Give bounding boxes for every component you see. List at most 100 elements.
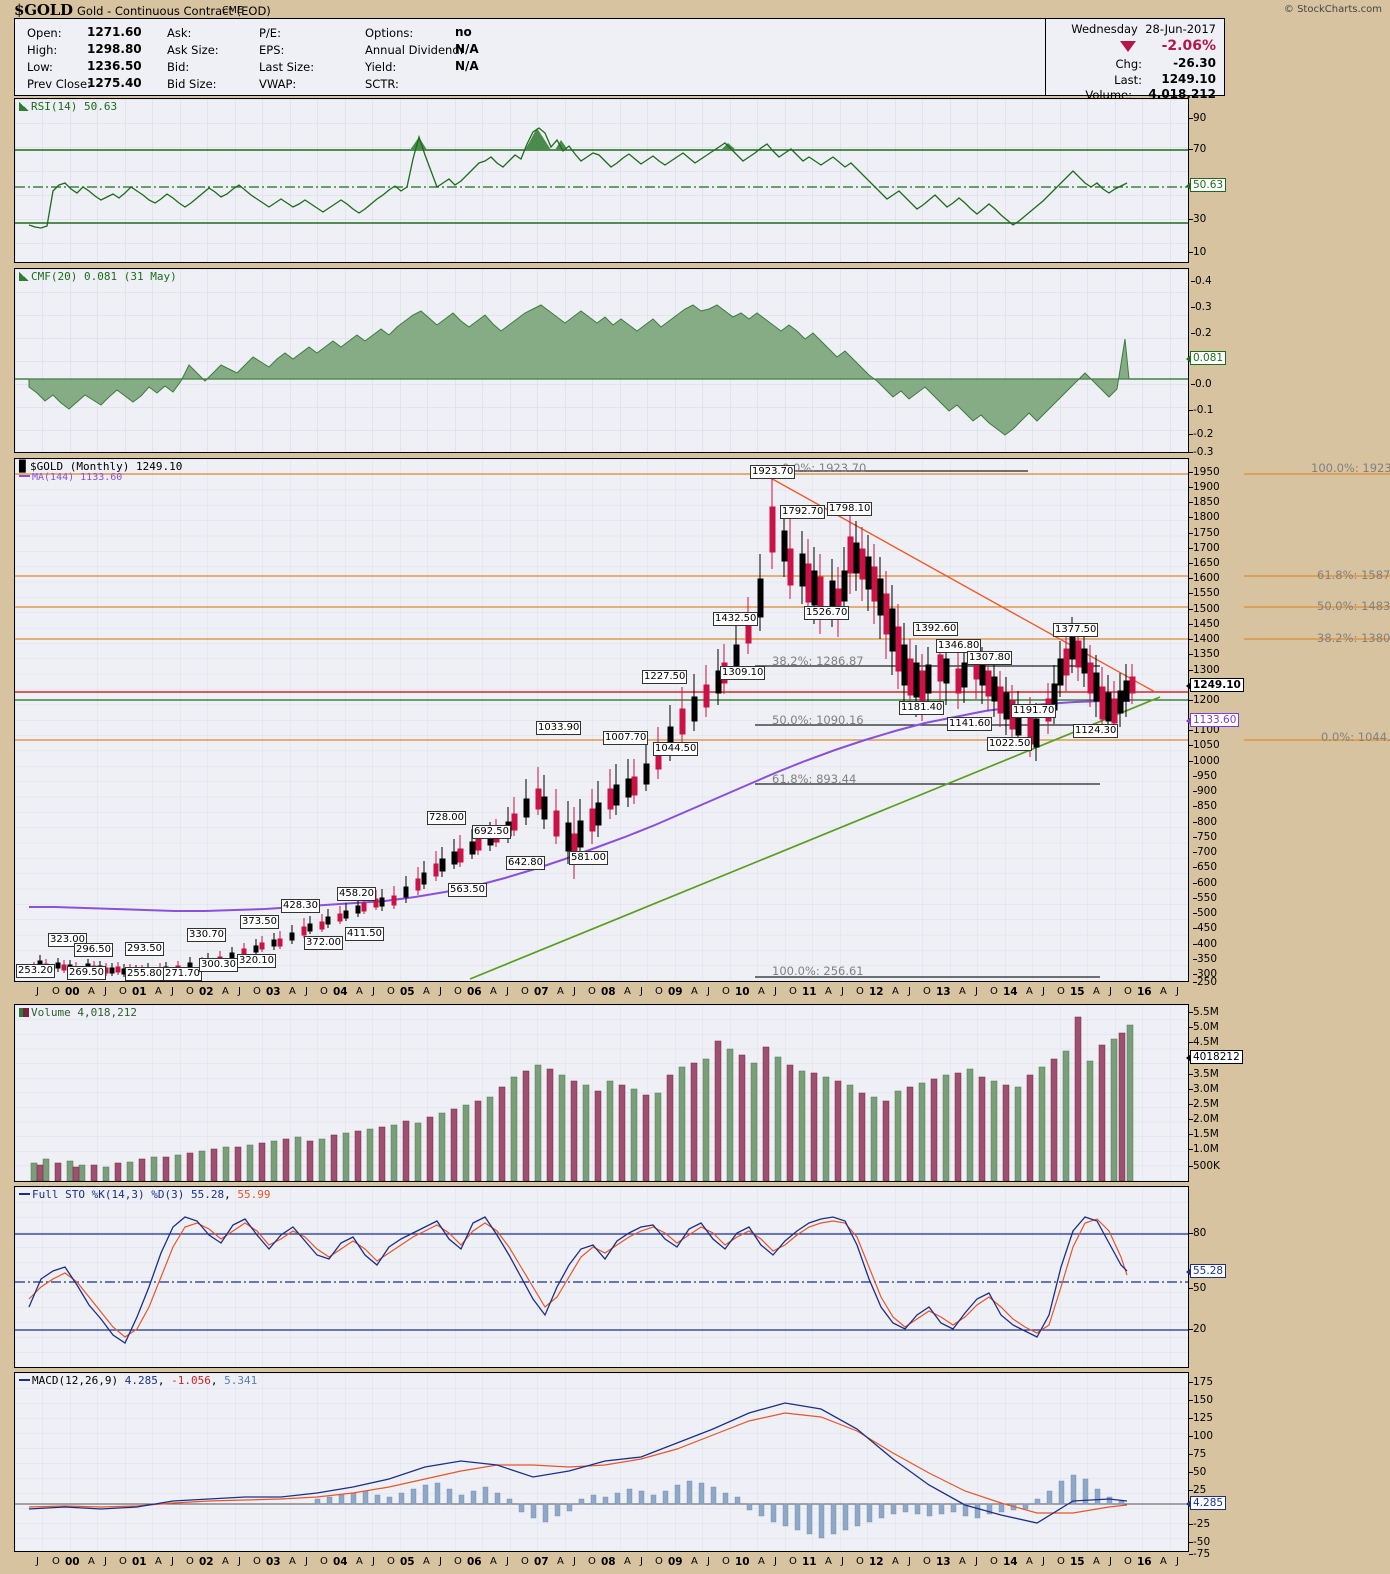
month-tick: A [155, 986, 162, 997]
quote-label-dividend: Annual Dividend: [365, 43, 464, 57]
month-tick: J [707, 1556, 710, 1567]
month-tick: A [624, 986, 631, 997]
year-tick: 01 [132, 1556, 147, 1568]
fib-outer-label: 38.2%: 1380.02 [1317, 631, 1390, 645]
month-tick: J [1109, 1556, 1112, 1567]
month-tick: J [841, 1556, 844, 1567]
macd-tick: -75 [1188, 1548, 1211, 1560]
cmf-tick: -0.1 [1189, 404, 1214, 416]
cmf-value-flag: 0.081 [1185, 351, 1227, 365]
sto-tick: 20 [1188, 1323, 1207, 1335]
month-tick: A [1093, 986, 1100, 997]
price-label: 411.50 [345, 927, 384, 941]
sto-panel[interactable]: Full STO %K(14,3) %D(3) 55.28, 55.99 [14, 1186, 1189, 1368]
year-tick: 15 [1070, 986, 1085, 998]
price-tick: 1300 [1189, 664, 1220, 676]
price-tick: 1850 [1189, 496, 1220, 508]
cmf-tick: -0.3 [1189, 446, 1214, 458]
price-label: 330.70 [187, 928, 226, 942]
month-tick: A [959, 1556, 966, 1567]
year-tick: 09 [668, 1556, 683, 1568]
sto-legend-icon [19, 1193, 30, 1195]
month-tick: O [856, 986, 864, 997]
macd-panel[interactable]: MACD(12,26,9) 4.285, -1.056, 5.341 [14, 1372, 1189, 1552]
year-tick: 06 [467, 986, 482, 998]
month-tick: O [387, 986, 395, 997]
price-label: 269.50 [67, 966, 106, 980]
month-tick: J [707, 986, 710, 997]
month-tick: J [1109, 986, 1112, 997]
price-label: 1044.50 [653, 742, 699, 756]
volume-panel[interactable]: Volume 4,018,212 [14, 1004, 1189, 1182]
quote-label-vwap: VWAP: [259, 77, 297, 91]
volume-tick: 3.0M [1189, 1083, 1219, 1095]
month-tick: J [238, 986, 241, 997]
price-tick: 1000 [1189, 755, 1220, 767]
cmf-panel[interactable]: CMF(20) 0.081 (31 May) [14, 268, 1189, 453]
sto-label-prefix: Full STO %K(14,3) %D(3) [32, 1188, 191, 1201]
month-tick: A [1026, 986, 1033, 997]
price-label: 458.20 [337, 887, 376, 901]
year-tick: 13 [936, 986, 951, 998]
fib-outer-label: 61.8%: 1587.78 [1317, 568, 1390, 582]
price-label: 1792.70 [780, 505, 826, 519]
price-tick: 600 [1192, 877, 1218, 889]
quote-label-eps: EPS: [259, 43, 285, 57]
fib-inner-label: 100.0%: 256.61 [772, 964, 864, 978]
price-tick: 800 [1192, 816, 1218, 828]
quote-value-yield: N/A [455, 59, 479, 73]
quote-chg-label: Chg: [1115, 57, 1143, 71]
sto-tick: 50 [1188, 1282, 1207, 1294]
cmf-tick: 0.0 [1191, 378, 1212, 390]
sto-k-flag: 55.28 [1185, 1264, 1227, 1278]
price-label: 1141.60 [947, 717, 993, 731]
month-tick: J [372, 1556, 375, 1567]
month-tick: A [88, 986, 95, 997]
price-axis: 1950 1900 1850 1800 1750 1700 1650 1600 … [1185, 458, 1244, 988]
price-label: 428.30 [281, 899, 320, 913]
quote-change-percent: -2.06% [1161, 38, 1216, 54]
month-tick: A [1160, 986, 1167, 997]
month-tick: O [253, 1556, 261, 1567]
year-tick: 01 [132, 986, 147, 998]
price-tick: 1950 [1189, 466, 1220, 478]
month-tick: A [557, 1556, 564, 1567]
price-plot [15, 459, 1188, 981]
macd-axis: 175 150 125 100 75 50 25 -25 -50 -75 4.2… [1185, 1372, 1249, 1560]
quote-value-open: 1271.60 [87, 25, 142, 39]
month-tick: J [506, 986, 509, 997]
year-tick: 16 [1137, 1556, 1152, 1568]
month-tick: J [36, 986, 39, 997]
quote-label-prevclose: Prev Close: [27, 77, 91, 91]
rsi-plot [15, 99, 1188, 262]
volume-label: Volume 4,018,212 [31, 1006, 137, 1019]
quote-value-prevclose: 1275.40 [87, 76, 142, 90]
price-last-flag: 1249.10 [1186, 678, 1244, 692]
price-label: 1392.60 [913, 622, 959, 636]
month-tick: O [789, 1556, 797, 1567]
volume-value-flag: 4018212 [1186, 1050, 1243, 1064]
cmf-tick: 0.2 [1191, 327, 1212, 339]
year-tick: 10 [735, 986, 750, 998]
rsi-tick: 30 [1188, 213, 1207, 225]
year-tick: 05 [400, 1556, 415, 1568]
month-tick: O [923, 1556, 931, 1567]
macd-value-flag: 4.285 [1185, 1496, 1227, 1510]
month-tick: O [923, 986, 931, 997]
rsi-panel[interactable]: RSI(14) 50.63 [14, 98, 1189, 263]
year-tick: 00 [65, 986, 80, 998]
price-label: 293.50 [125, 942, 164, 956]
month-tick: J [573, 1556, 576, 1567]
month-tick: J [841, 986, 844, 997]
bottom-date-axis: J O 00 A J O 01 A J O 02 A J O 03 A J O … [14, 1554, 1189, 1572]
price-tick: 450 [1192, 922, 1218, 934]
price-label: 1022.50 [987, 737, 1033, 751]
macd-plot [15, 1373, 1188, 1551]
fib-inner-label: 38.2%: 1286.87 [772, 654, 864, 668]
price-panel[interactable]: █ $GOLD (Monthly) 1249.10 MA(144) 1133.60 [14, 458, 1189, 982]
year-tick: 08 [601, 986, 616, 998]
month-tick: A [624, 1556, 631, 1567]
quote-weekday: Wednesday [1071, 22, 1138, 36]
quote-label-yield: Yield: [365, 60, 397, 74]
quote-label-lastsize: Last Size: [259, 60, 315, 74]
